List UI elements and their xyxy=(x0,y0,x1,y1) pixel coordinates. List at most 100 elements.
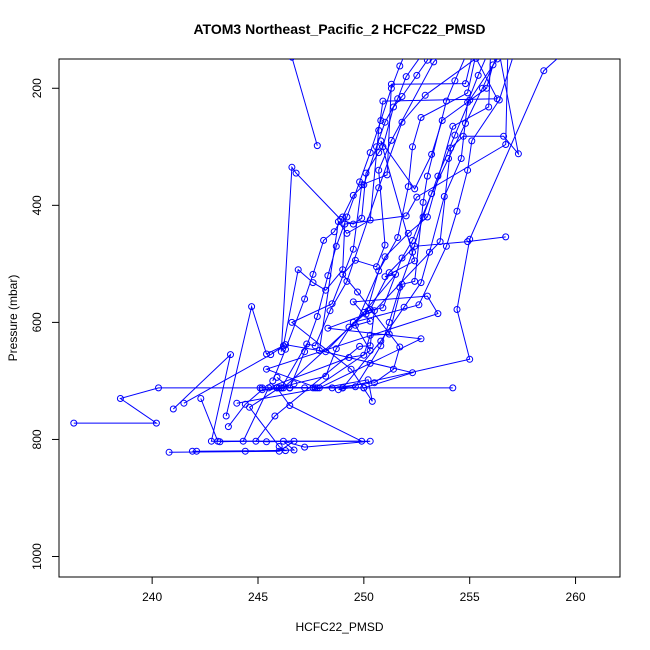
data-point xyxy=(417,335,425,343)
data-point xyxy=(370,379,378,387)
series-15 xyxy=(277,29,500,392)
y-tick-label: 800 xyxy=(30,429,44,449)
data-point xyxy=(428,190,436,198)
data-point xyxy=(290,437,298,445)
series-line xyxy=(280,59,429,352)
data-point xyxy=(398,254,406,262)
data-point xyxy=(358,214,366,222)
data-point xyxy=(313,142,321,150)
data-point xyxy=(419,198,427,206)
x-tick-label: 245 xyxy=(248,590,268,604)
data-point xyxy=(288,318,296,326)
data-point xyxy=(402,73,410,81)
data-point xyxy=(354,288,361,296)
data-point xyxy=(409,143,416,151)
data-point xyxy=(233,399,241,407)
data-point xyxy=(404,183,412,191)
data-point xyxy=(366,359,374,367)
data-point xyxy=(464,238,472,246)
series-3 xyxy=(258,233,510,392)
series-line xyxy=(169,59,520,453)
x-tick-label: 240 xyxy=(142,590,162,604)
data-point xyxy=(339,213,347,221)
series-line xyxy=(281,59,486,389)
series-21 xyxy=(334,59,501,394)
data-point xyxy=(351,383,359,391)
data-point xyxy=(396,283,404,291)
data-point xyxy=(385,318,393,326)
data-point xyxy=(366,331,374,339)
data-point xyxy=(411,277,419,285)
data-point xyxy=(423,213,431,221)
data-point xyxy=(282,345,289,353)
data-point xyxy=(322,286,330,294)
data-point xyxy=(540,67,548,75)
data-point xyxy=(309,270,317,278)
data-point xyxy=(269,377,277,385)
data-point xyxy=(496,50,502,56)
data-point xyxy=(430,59,438,66)
series-line xyxy=(272,59,420,382)
data-point xyxy=(334,386,342,394)
data-point xyxy=(409,369,416,377)
data-point xyxy=(364,307,372,315)
y-axis: 200 400 600 800 1000 xyxy=(30,78,60,570)
series-line xyxy=(338,59,498,391)
data-point xyxy=(290,380,298,388)
data-point xyxy=(423,292,431,300)
data-point xyxy=(322,372,330,380)
data-point xyxy=(445,155,452,162)
data-point xyxy=(494,29,500,35)
data-point xyxy=(381,241,389,249)
data-point xyxy=(343,277,351,285)
data-point xyxy=(286,402,294,409)
data-point xyxy=(356,342,364,350)
data-point xyxy=(224,423,232,431)
data-point xyxy=(326,307,334,315)
y-tick-label: 600 xyxy=(30,312,44,332)
data-point xyxy=(275,443,283,450)
data-point xyxy=(288,163,296,171)
data-point xyxy=(292,169,300,177)
data-point xyxy=(381,273,389,281)
data-point xyxy=(396,343,404,351)
series-19 xyxy=(277,59,513,392)
x-tick-label: 255 xyxy=(460,590,480,604)
chart-title: ATOM3 Northeast_Pacific_2 HCFC22_PMSD xyxy=(193,21,485,37)
data-point xyxy=(155,384,162,392)
data-point xyxy=(360,351,368,359)
data-point xyxy=(180,399,188,407)
data-point xyxy=(502,233,510,241)
data-point xyxy=(407,38,413,44)
series-18 xyxy=(286,38,413,392)
data-point xyxy=(450,38,456,44)
data-point xyxy=(311,342,319,350)
series-line xyxy=(291,59,318,146)
data-point xyxy=(193,447,201,455)
data-point xyxy=(222,412,230,420)
data-point xyxy=(423,59,431,64)
data-point xyxy=(332,242,340,250)
data-point xyxy=(509,36,515,42)
x-tick-label: 260 xyxy=(566,590,586,604)
data-point xyxy=(320,236,328,244)
data-point xyxy=(339,266,347,274)
data-point xyxy=(457,155,465,162)
data-point xyxy=(267,383,275,391)
data-point xyxy=(324,324,332,332)
data-point xyxy=(379,97,387,105)
data-point xyxy=(417,279,425,287)
data-point xyxy=(377,117,385,124)
data-point xyxy=(377,337,385,345)
data-point xyxy=(505,50,511,56)
x-axis-label: HCFC22_PMSD xyxy=(295,620,383,634)
data-point xyxy=(375,267,383,275)
data-point xyxy=(402,212,410,220)
data-point xyxy=(349,298,357,306)
x-tick-label: 250 xyxy=(354,590,374,604)
x-axis: 240 245 250 255 260 xyxy=(142,576,586,604)
data-point xyxy=(256,384,264,392)
data-point xyxy=(252,437,260,445)
data-point xyxy=(420,50,426,56)
data-point xyxy=(502,141,510,148)
